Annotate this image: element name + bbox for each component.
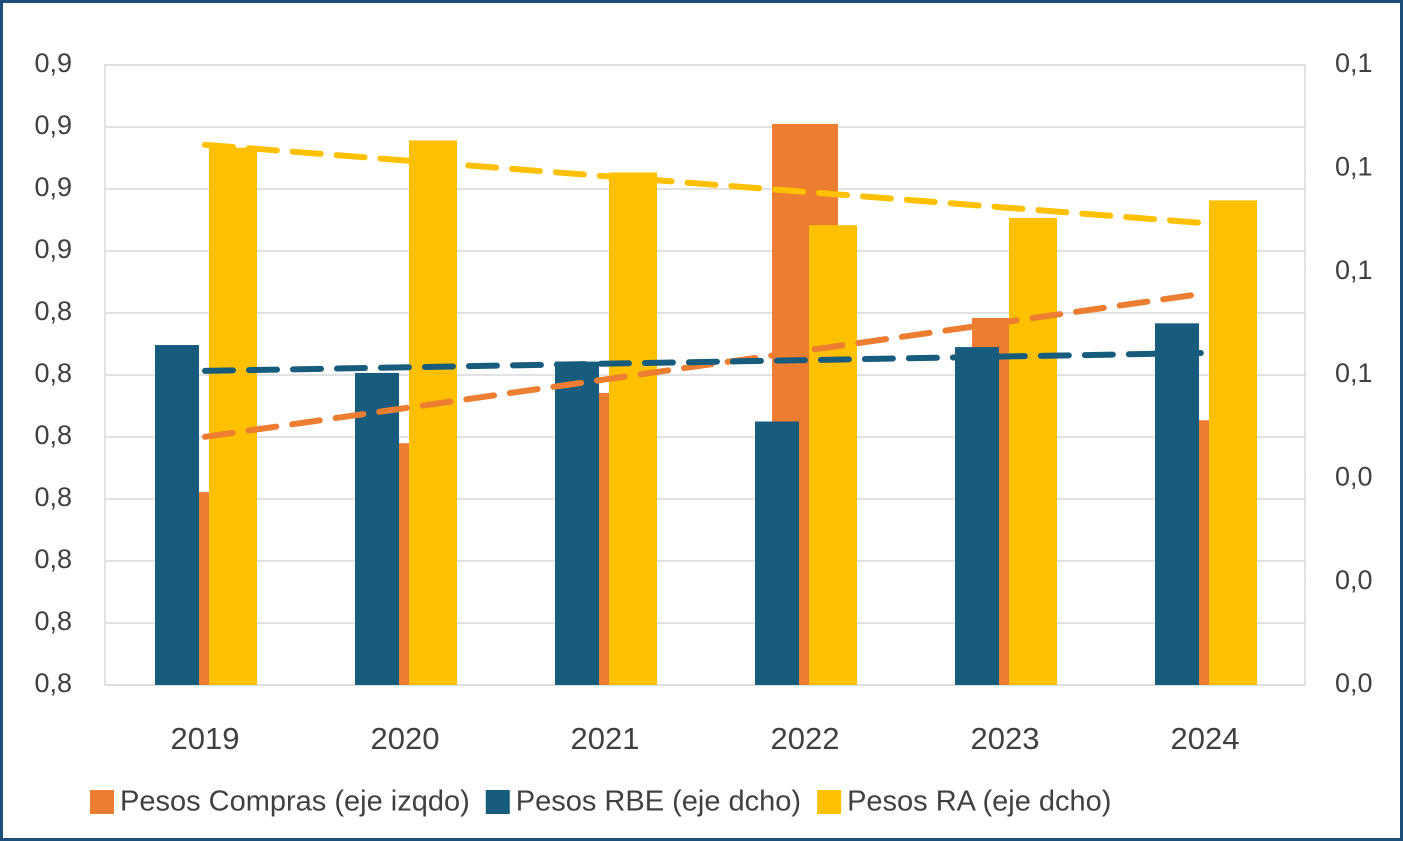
bar [955,347,999,685]
x-tick-label: 2019 [171,721,240,756]
bar [609,172,657,685]
y2-tick-label: 0,1 [1335,255,1373,285]
bar [1155,323,1199,685]
bar [355,372,399,685]
y-tick-label: 0,9 [34,234,72,264]
y2-tick-label: 0,0 [1335,668,1373,698]
bar [1009,217,1057,685]
y-tick-label: 0,8 [34,420,72,450]
y-tick-label: 0,8 [34,606,72,636]
legend-label: Pesos RBE (eje dcho) [516,786,801,818]
y-tick-label: 0,9 [34,48,72,78]
bar [209,147,257,685]
bar [555,361,599,685]
bar [755,421,799,685]
y2-tick-label: 0,1 [1335,48,1373,78]
trendline [202,141,1208,227]
x-tick-label: 2020 [371,721,440,756]
trendline [202,349,1208,374]
x-tick-label: 2024 [1171,721,1240,756]
plot-border [104,64,1306,686]
y2-tick-label: 0,1 [1335,151,1373,181]
y-tick-label: 0,9 [34,110,72,140]
y-tick-label: 0,8 [34,668,72,698]
legend-swatch [90,790,114,814]
y-tick-label: 0,8 [34,358,72,388]
legend-label: Pesos RA (eje dcho) [847,786,1111,818]
y-tick-label: 0,9 [34,172,72,202]
y-tick-label: 0,8 [34,482,72,512]
y2-tick-label: 0,0 [1335,461,1373,491]
trendline [202,290,1208,440]
x-tick-label: 2022 [771,721,840,756]
bar [809,225,857,685]
x-tick-label: 2021 [571,721,640,756]
y2-tick-label: 0,0 [1335,565,1373,595]
bar [155,345,199,685]
legend-swatch [485,790,510,814]
bar [409,140,457,685]
legend-swatch [817,790,842,814]
legend-label: Pesos Compras (eje izqdo) [120,786,470,818]
x-tick-label: 2023 [971,721,1040,756]
y-tick-label: 0,8 [34,544,72,574]
y2-tick-label: 0,1 [1335,358,1373,388]
y-tick-label: 0,8 [34,296,72,326]
bar [1209,200,1257,685]
